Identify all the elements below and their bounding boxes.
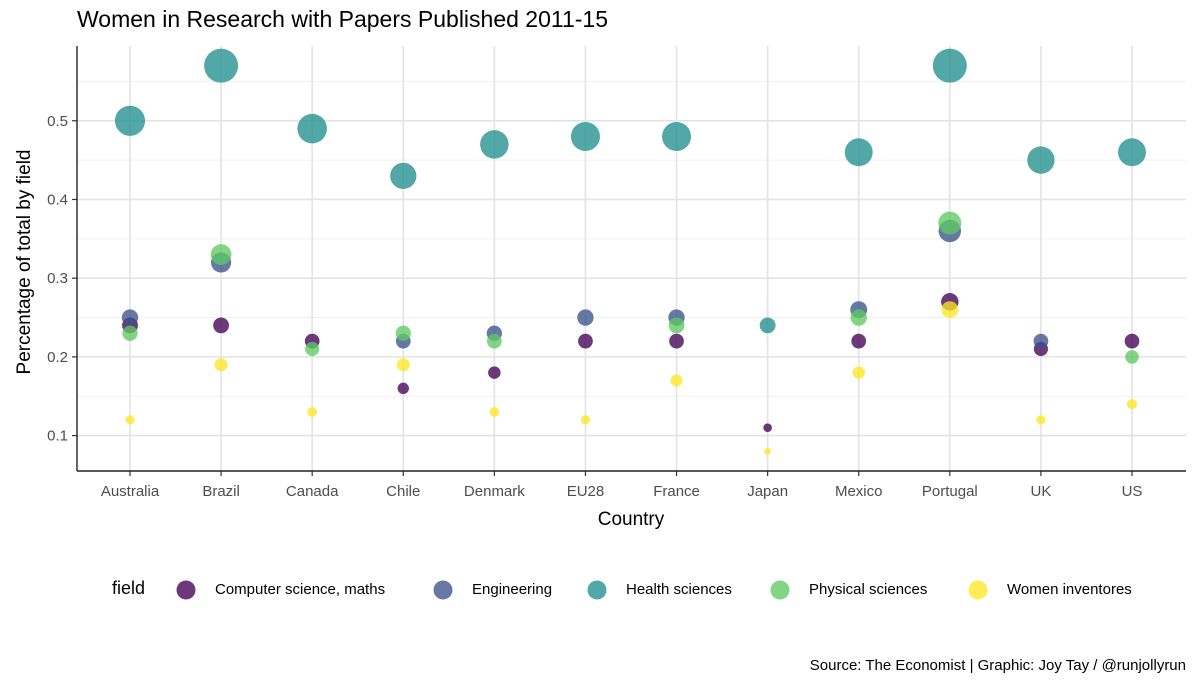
x-tick-label: France xyxy=(653,483,700,500)
y-tick-label: 0.1 xyxy=(47,428,68,445)
point-health-sciences xyxy=(114,105,146,136)
point-women-inventores xyxy=(396,358,410,372)
point-health-sciences xyxy=(662,121,692,152)
y-tick-label: 0.3 xyxy=(47,270,68,287)
point-women-inventores xyxy=(580,415,591,425)
y-tick-label: 0.5 xyxy=(47,113,68,130)
legend-label-physical-sciences: Physical sciences xyxy=(809,581,928,598)
point-health-sciences xyxy=(759,317,776,334)
point-computer-science-maths xyxy=(851,333,867,349)
legend-label-computer-science-maths: Computer science, maths xyxy=(215,581,386,598)
point-women-inventores xyxy=(307,407,318,417)
legend-title: field xyxy=(112,578,146,598)
legend-marker xyxy=(587,580,607,600)
legend-label-engineering: Engineering xyxy=(472,581,553,598)
point-physical-sciences xyxy=(305,341,320,357)
point-women-inventores xyxy=(125,415,135,425)
data-points xyxy=(114,48,1146,455)
point-health-sciences xyxy=(297,113,327,144)
point-women-inventores xyxy=(489,407,500,417)
x-tick-label: Portugal xyxy=(922,483,978,500)
point-computer-science-maths xyxy=(397,382,409,395)
point-women-inventores xyxy=(764,447,772,455)
point-women-inventores xyxy=(941,301,959,319)
x-tick-label: UK xyxy=(1030,483,1051,500)
point-women-inventores xyxy=(1126,398,1138,410)
point-engineering xyxy=(1033,333,1049,349)
point-physical-sciences xyxy=(850,309,867,326)
point-physical-sciences xyxy=(1125,350,1139,364)
y-tick-label: 0.2 xyxy=(47,349,68,366)
point-health-sciences xyxy=(1027,146,1055,174)
x-tick-label: Canada xyxy=(286,483,339,500)
point-health-sciences xyxy=(844,138,873,167)
point-women-inventores xyxy=(852,366,865,379)
axes: 0.1 0.2 0.3 0.4 0.5 Australia Brazil Canada Chil… xyxy=(47,46,1186,500)
y-tick-label: 0.4 xyxy=(47,191,68,208)
grid-lines xyxy=(77,46,1186,471)
legend-key-computer-science-maths xyxy=(172,576,200,604)
legend-label-health-sciences: Health sciences xyxy=(626,581,732,598)
y-axis-title: Percentage of total by field xyxy=(14,150,35,375)
axis-labels: Country Percentage of total by field xyxy=(14,150,665,530)
chart-title: Women in Research with Papers Published … xyxy=(77,6,608,32)
point-computer-science-maths xyxy=(578,333,593,349)
point-physical-sciences xyxy=(668,317,685,334)
point-health-sciences xyxy=(1118,138,1146,167)
point-engineering xyxy=(121,309,139,326)
point-physical-sciences xyxy=(938,211,962,235)
legend-marker xyxy=(770,580,790,600)
point-health-sciences xyxy=(480,130,509,159)
x-axis-title: Country xyxy=(598,509,665,530)
legend-label-women-inventores: Women inventores xyxy=(1007,581,1132,598)
legend-key-physical-sciences xyxy=(766,576,794,604)
point-health-sciences xyxy=(932,48,967,83)
x-tick-label: Brazil xyxy=(202,483,240,500)
point-computer-science-maths xyxy=(213,317,229,334)
point-physical-sciences xyxy=(122,325,138,341)
point-physical-sciences xyxy=(487,333,502,349)
source-caption: Source: The Economist | Graphic: Joy Tay… xyxy=(809,657,1186,674)
x-tick-label: Mexico xyxy=(835,483,883,500)
point-computer-science-maths xyxy=(1124,333,1140,349)
legend-key-health-sciences xyxy=(583,576,611,604)
legend-marker xyxy=(968,580,988,600)
point-physical-sciences xyxy=(210,244,232,265)
x-tick-label: Australia xyxy=(101,483,160,500)
point-health-sciences xyxy=(570,121,600,152)
point-engineering xyxy=(577,309,594,326)
point-computer-science-maths xyxy=(669,333,684,349)
x-tick-label: US xyxy=(1122,483,1143,500)
point-health-sciences xyxy=(204,48,239,83)
legend-marker xyxy=(176,580,196,600)
point-physical-sciences xyxy=(395,325,411,341)
point-computer-science-maths xyxy=(488,366,501,379)
point-computer-science-maths xyxy=(763,423,772,433)
legend-marker xyxy=(433,580,453,600)
point-women-inventores xyxy=(1036,415,1046,425)
x-tick-label: Japan xyxy=(747,483,788,500)
point-health-sciences xyxy=(390,162,417,190)
legend-key-women-inventores xyxy=(964,576,992,604)
legend-key-engineering xyxy=(429,576,457,604)
legend: field Computer science, maths Engineering… xyxy=(0,574,1200,606)
point-women-inventores xyxy=(214,358,228,372)
x-tick-label: Chile xyxy=(386,483,420,500)
point-women-inventores xyxy=(670,374,683,387)
scatter-plot: 0.1 0.2 0.3 0.4 0.5 Australia Brazil Canada Chil… xyxy=(14,46,1186,530)
x-tick-label: Denmark xyxy=(464,483,525,500)
x-tick-label: EU28 xyxy=(567,483,605,500)
